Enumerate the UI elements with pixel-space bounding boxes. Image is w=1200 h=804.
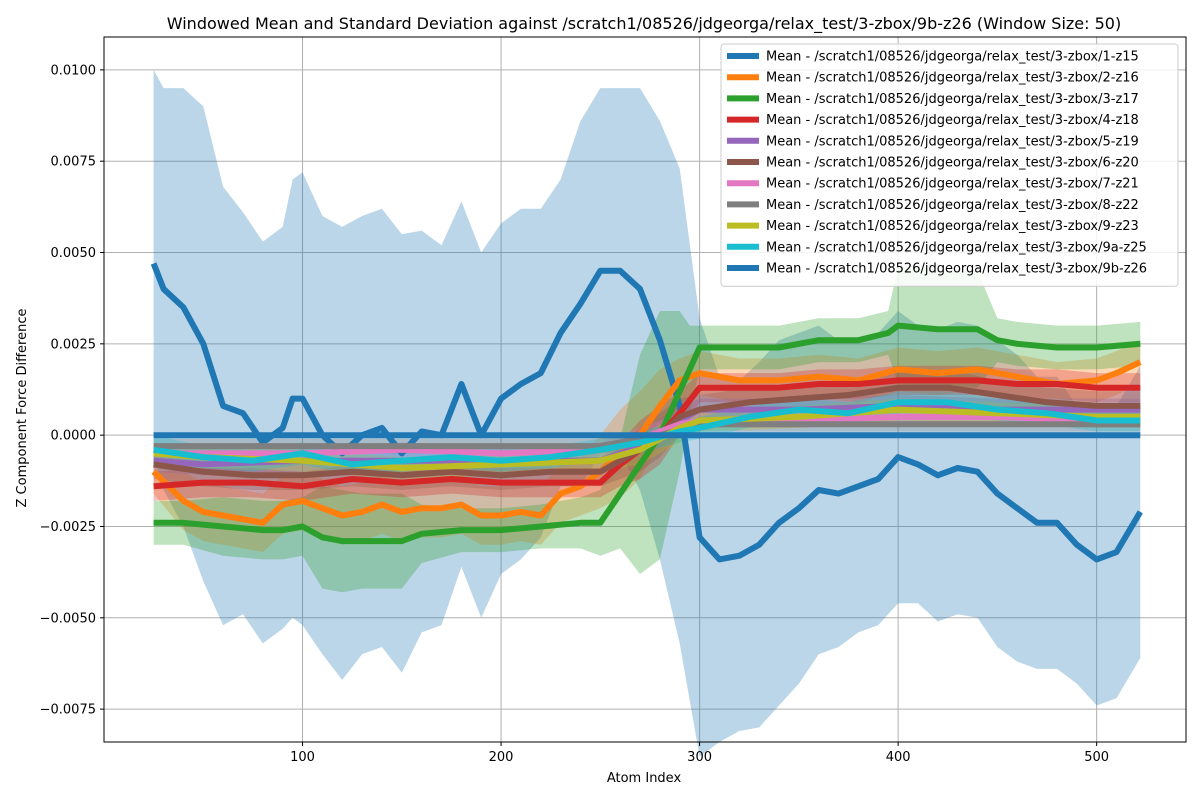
legend-label: Mean - /scratch1/08526/jdgeorga/relax_te… bbox=[766, 50, 1139, 65]
legend-label: Mean - /scratch1/08526/jdgeorga/relax_te… bbox=[766, 71, 1139, 86]
legend-label: Mean - /scratch1/08526/jdgeorga/relax_te… bbox=[766, 156, 1139, 171]
y-axis-label: Z Component Force Difference bbox=[15, 309, 30, 508]
chart-title: Windowed Mean and Standard Deviation aga… bbox=[167, 14, 1121, 34]
x-tick-label: 400 bbox=[886, 750, 911, 765]
mean-line-1 bbox=[151, 359, 1142, 526]
y-tick-label: −0.0075 bbox=[40, 703, 96, 718]
legend-label: Mean - /scratch1/08526/jdgeorga/relax_te… bbox=[766, 134, 1139, 149]
y-tick-label: 0.0050 bbox=[51, 246, 97, 261]
y-tick-label: −0.0025 bbox=[40, 520, 96, 535]
legend: Mean - /scratch1/08526/jdgeorga/relax_te… bbox=[720, 43, 1179, 287]
legend-label: Mean - /scratch1/08526/jdgeorga/relax_te… bbox=[766, 219, 1139, 234]
x-axis-label: Atom Index bbox=[607, 771, 682, 786]
x-tick-label: 100 bbox=[290, 750, 315, 765]
mean-lines bbox=[150, 262, 1143, 563]
y-tick-label: 0.0000 bbox=[51, 429, 97, 444]
legend-label: Mean - /scratch1/08526/jdgeorga/relax_te… bbox=[766, 177, 1139, 192]
x-tick-label: 500 bbox=[1084, 750, 1109, 765]
legend-label: Mean - /scratch1/08526/jdgeorga/relax_te… bbox=[766, 198, 1139, 213]
y-tick-label: 0.0100 bbox=[51, 63, 97, 78]
std-band-0 bbox=[153, 69, 1141, 757]
x-axis-ticks: 100 200 300 400 500 bbox=[290, 742, 1109, 765]
y-tick-label: 0.0025 bbox=[51, 337, 97, 352]
legend-label: Mean - /scratch1/08526/jdgeorga/relax_te… bbox=[766, 240, 1147, 255]
legend-label: Mean - /scratch1/08526/jdgeorga/relax_te… bbox=[766, 113, 1139, 128]
legend-label: Mean - /scratch1/08526/jdgeorga/relax_te… bbox=[766, 262, 1147, 277]
y-tick-label: 0.0075 bbox=[51, 155, 97, 170]
plot-frame bbox=[103, 36, 1187, 743]
x-tick-label: 200 bbox=[489, 750, 514, 765]
y-axis-ticks: −0.0075 −0.0050 −0.0025 0.0000 0.0025 0.0050 0… bbox=[40, 63, 104, 718]
y-tick-label: −0.0050 bbox=[40, 611, 96, 626]
mean-line-2 bbox=[153, 322, 1141, 545]
legend-box bbox=[720, 43, 1179, 287]
mean-line-0 bbox=[150, 262, 1143, 563]
mean-line-6 bbox=[153, 413, 1141, 457]
mean-line-7 bbox=[153, 421, 1141, 450]
x-tick-label: 300 bbox=[687, 750, 712, 765]
legend-label: Mean - /scratch1/08526/jdgeorga/relax_te… bbox=[766, 92, 1139, 107]
